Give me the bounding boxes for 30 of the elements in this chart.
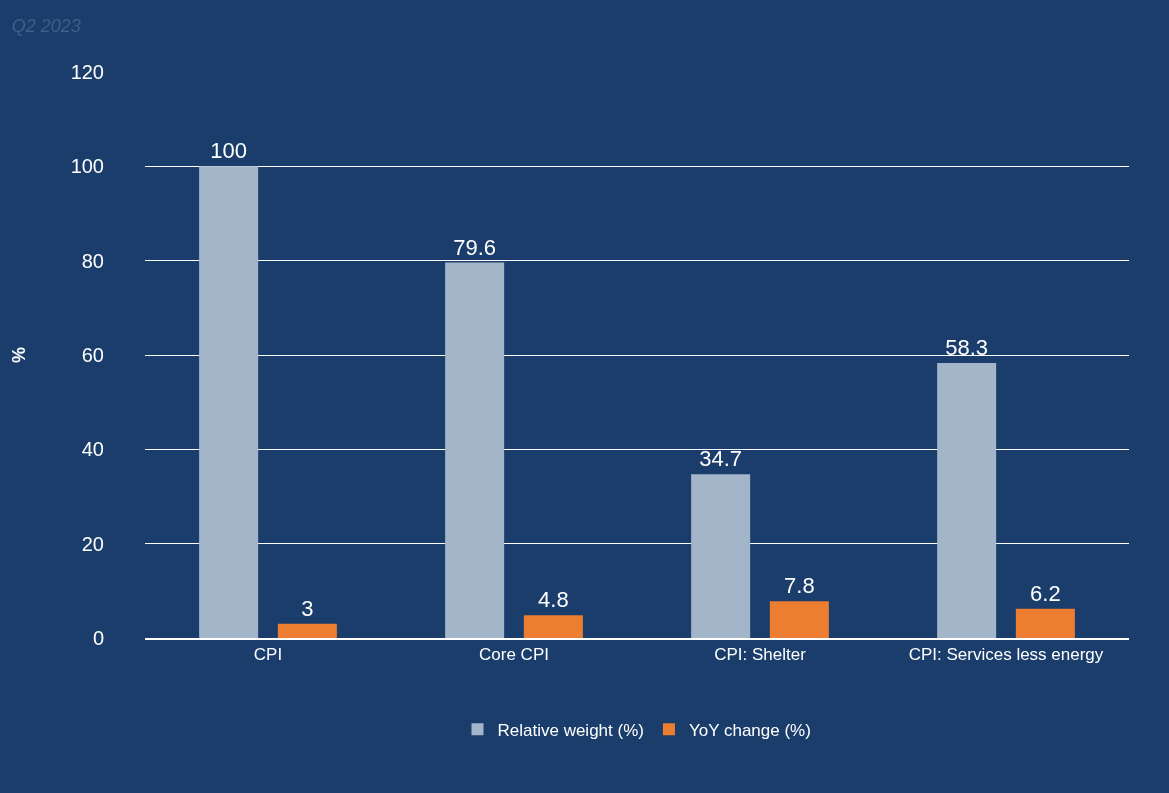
bar: [445, 262, 505, 638]
y-tick-label: 80: [81, 249, 104, 272]
bar: [769, 601, 829, 638]
data-label: 58.3: [945, 335, 989, 361]
y-tick-label: 0: [92, 627, 104, 649]
data-label: 4.8: [538, 587, 569, 613]
data-label: 3: [301, 595, 314, 621]
bar: [523, 615, 583, 638]
x-tick-label: CPI: Shelter: [714, 645, 807, 665]
y-tick-label: 20: [81, 532, 104, 555]
data-label: 6.2: [1030, 580, 1061, 606]
bar: [937, 363, 997, 638]
legend-label: Relative weight (%): [497, 720, 644, 740]
x-tick-label: CPI: Services less energy: [908, 645, 1104, 665]
data-label: 7.8: [784, 573, 815, 599]
data-label: 79.6: [453, 234, 497, 260]
bar: [277, 623, 337, 638]
data-label: 100: [210, 138, 247, 164]
y-tick-label: 60: [81, 344, 104, 366]
y-tick-label: 100: [70, 155, 104, 178]
bar: [691, 474, 751, 638]
y-axis-title: %: [8, 346, 29, 364]
x-tick-label: CPI: [253, 645, 283, 665]
bar: [1015, 608, 1075, 638]
bar: [199, 166, 259, 638]
x-tick-label: Core CPI: [479, 645, 549, 665]
y-tick-label: 40: [81, 438, 104, 461]
legend-label: YoY change (%): [688, 720, 811, 740]
y-tick-label: 120: [70, 61, 104, 83]
data-label: 34.7: [699, 446, 743, 472]
